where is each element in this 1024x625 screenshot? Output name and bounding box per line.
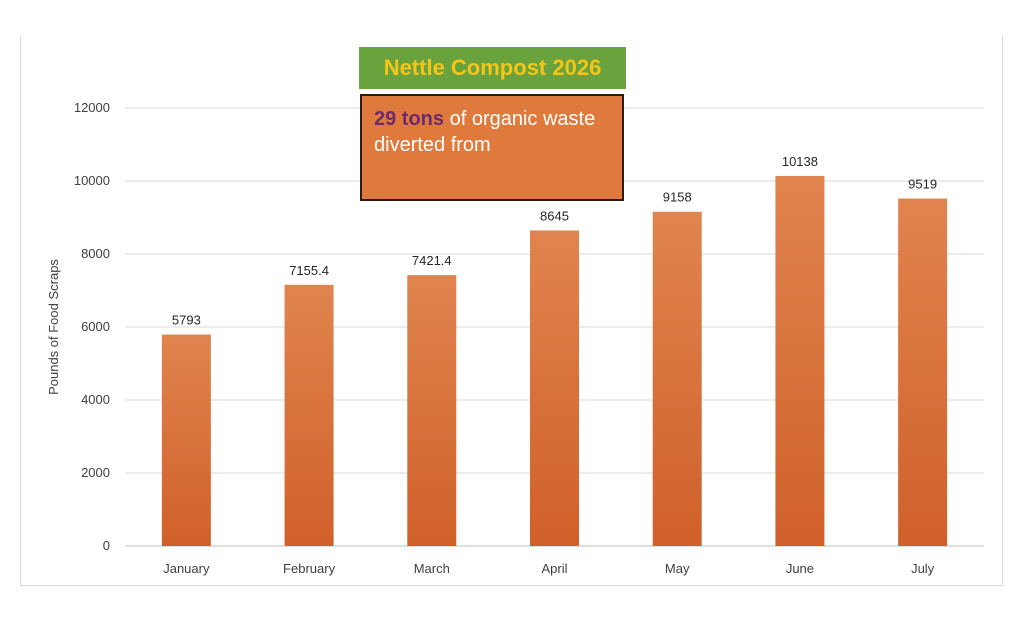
annotation-text: 29 tons of organic waste diverted from <box>374 106 610 158</box>
data-label-april: 8645 <box>540 208 569 223</box>
bar-february <box>284 284 334 546</box>
annotation-box: 29 tons of organic waste diverted from <box>360 94 624 201</box>
bar-may <box>652 211 702 546</box>
annotation-highlight: 29 tons <box>374 108 445 130</box>
x-tick-label: July <box>911 561 935 576</box>
chart-frame <box>20 36 1003 586</box>
x-tick-label: February <box>283 561 336 576</box>
y-tick-label: 12000 <box>74 100 110 115</box>
y-axis-title: Pounds of Food Scraps <box>46 259 61 395</box>
data-label-february: 7155.4 <box>289 263 329 278</box>
data-label-july: 9519 <box>908 177 937 192</box>
chart-title: Nettle Compost 2026 <box>383 55 602 80</box>
data-label-may: 9158 <box>663 190 692 205</box>
x-tick-label: May <box>665 561 690 576</box>
data-label-june: 10138 <box>782 154 818 169</box>
bars <box>161 175 948 546</box>
x-axis-ticks: January February March April May June July <box>163 561 934 576</box>
data-label-march: 7421.4 <box>412 253 452 268</box>
y-tick-label: 4000 <box>81 392 110 407</box>
bar-july <box>898 198 948 546</box>
x-tick-label: April <box>541 561 567 576</box>
bar-april <box>530 230 579 546</box>
y-tick-label: 8000 <box>81 246 110 261</box>
x-tick-label: January <box>163 561 210 576</box>
annotation-body: of organic waste diverted from <box>374 108 596 156</box>
y-tick-label: 10000 <box>74 173 110 188</box>
data-labels: 5793 7155.4 7421.4 8645 9158 10138 9519 <box>172 154 937 328</box>
y-tick-label: 6000 <box>81 319 110 334</box>
chart-title-box: Nettle Compost 2026 <box>359 47 626 89</box>
y-axis-ticks: 0 2000 4000 6000 8000 10000 12000 <box>74 100 110 553</box>
bar-june <box>775 175 825 546</box>
y-tick-label: 2000 <box>81 465 110 480</box>
data-label-january: 5793 <box>172 313 201 328</box>
bar-january <box>161 334 211 546</box>
x-tick-label: June <box>786 561 814 576</box>
x-tick-label: March <box>414 561 450 576</box>
y-tick-label: 0 <box>103 538 110 553</box>
bar-march <box>407 275 457 546</box>
